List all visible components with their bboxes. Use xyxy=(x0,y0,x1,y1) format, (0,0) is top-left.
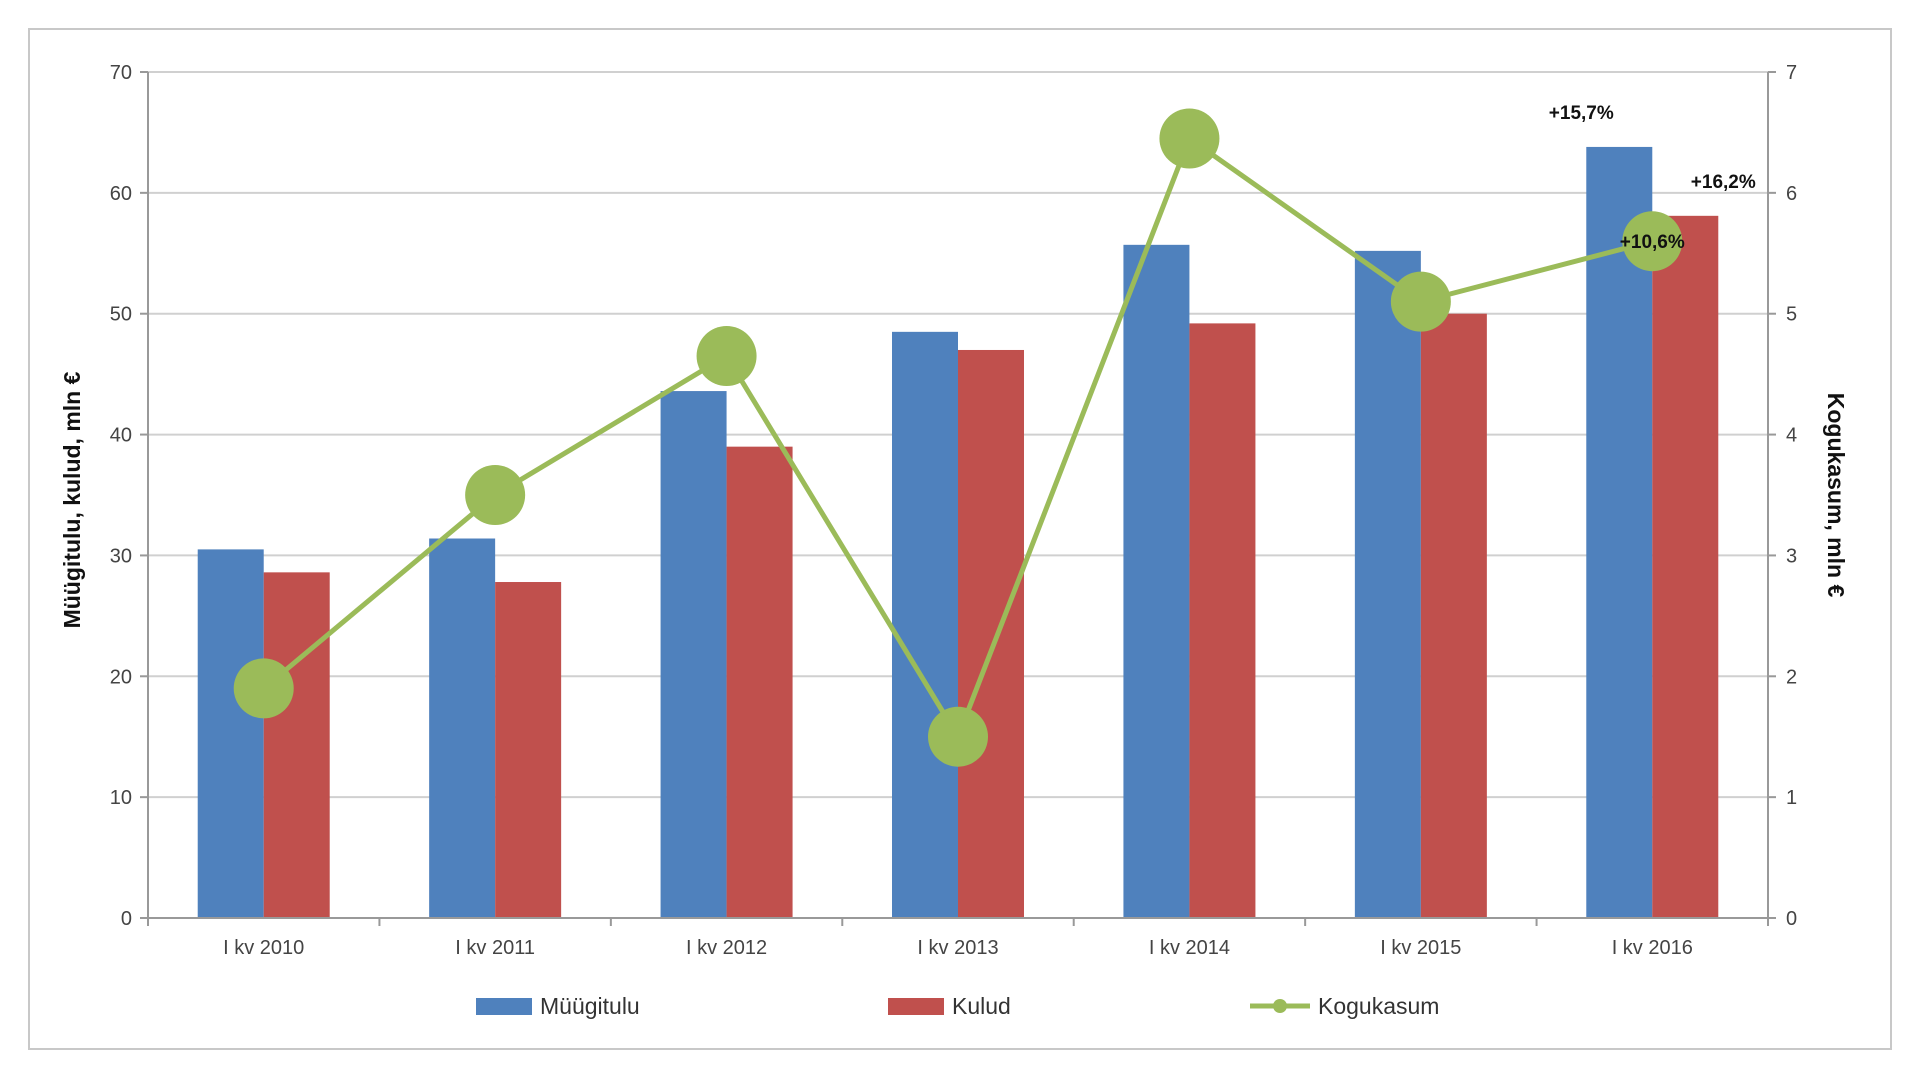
legend-swatch-muugitulu xyxy=(476,998,532,1015)
legend-label-kulud: Kulud xyxy=(952,993,1011,1019)
point-kogukasum-i-kv-2015 xyxy=(1390,271,1451,332)
annotation-kogukasum-i-kv-2016: +10,6% xyxy=(1620,232,1685,253)
bars xyxy=(197,146,1719,919)
y-tick-label-20: 20 xyxy=(110,666,132,688)
kogukasum-line xyxy=(233,108,1683,767)
bar-muugitulu-i-kv-2014 xyxy=(1123,244,1190,919)
bar-kulud-i-kv-2013 xyxy=(958,349,1024,918)
bar-kulud-i-kv-2010 xyxy=(263,572,330,918)
gridlines xyxy=(148,71,1768,799)
legend-swatch-kulud xyxy=(888,998,944,1015)
bar-kulud-i-kv-2012 xyxy=(726,446,793,918)
bar-muugitulu-i-kv-2013 xyxy=(892,331,958,918)
y2-tick-label-5: 5 xyxy=(1786,304,1797,326)
y-tick-label-10: 10 xyxy=(110,787,132,809)
x-tick-label-i-kv-2014: I kv 2014 xyxy=(1149,937,1230,959)
y-tick-label-60: 60 xyxy=(110,183,132,205)
legend-label-muugitulu: Müügitulu xyxy=(540,993,640,1019)
y2-tick-label-6: 6 xyxy=(1786,183,1797,205)
y-axis-title: Müügitulu, kulud, mln € xyxy=(59,371,85,628)
x-tick-label-i-kv-2010: I kv 2010 xyxy=(223,937,304,959)
legend-label-kogukasum: Kogukasum xyxy=(1318,993,1439,1019)
y-tick-label-0: 0 xyxy=(121,908,132,930)
x-tick-label-i-kv-2016: I kv 2016 xyxy=(1612,937,1693,959)
annotation-muugitulu-i-kv-2016: +15,7% xyxy=(1549,103,1614,124)
legend-marker-kogukasum xyxy=(1273,999,1287,1013)
bar-muugitulu-i-kv-2010 xyxy=(197,549,264,918)
y2-tick-label-4: 4 xyxy=(1786,425,1797,447)
bar-muugitulu-i-kv-2016 xyxy=(1586,146,1653,919)
y2-tick-label-0: 0 xyxy=(1786,908,1797,930)
annotation-kulud-i-kv-2016: +16,2% xyxy=(1691,172,1756,193)
bar-kulud-i-kv-2011 xyxy=(495,582,562,918)
point-kogukasum-i-kv-2016 xyxy=(1622,211,1683,272)
y-tick-label-70: 70 xyxy=(110,62,132,84)
bar-muugitulu-i-kv-2015 xyxy=(1354,250,1421,918)
legend: Müügitulu Kulud Kogukasum xyxy=(476,993,1439,1019)
bar-kulud-i-kv-2015 xyxy=(1420,313,1487,918)
x-tick-label-i-kv-2012: I kv 2012 xyxy=(686,937,767,959)
bar-kulud-i-kv-2016 xyxy=(1652,215,1719,918)
y2-tick-label-2: 2 xyxy=(1786,666,1797,688)
point-kogukasum-i-kv-2013 xyxy=(928,706,988,767)
point-kogukasum-i-kv-2014 xyxy=(1159,108,1220,169)
bar-kulud-i-kv-2014 xyxy=(1189,323,1256,919)
y2-tick-label-1: 1 xyxy=(1786,787,1797,809)
x-tick-label-i-kv-2013: I kv 2013 xyxy=(917,937,998,959)
bar-muugitulu-i-kv-2012 xyxy=(660,391,727,918)
y-tick-label-40: 40 xyxy=(110,425,132,447)
point-kogukasum-i-kv-2012 xyxy=(696,326,757,387)
annotations: +15,7% +16,2% +10,6% xyxy=(1549,103,1756,253)
y-tick-label-30: 30 xyxy=(110,545,132,567)
x-tick-label-i-kv-2011: I kv 2011 xyxy=(455,937,535,959)
bar-muugitulu-i-kv-2011 xyxy=(429,538,496,918)
axes: 0 10 20 30 40 50 60 70 0 1 2 3 4 5 6 7 I kv 2010 I kv 201… xyxy=(110,62,1797,959)
y2-tick-label-7: 7 xyxy=(1786,62,1797,84)
x-tick-label-i-kv-2015: I kv 2015 xyxy=(1380,937,1461,959)
point-kogukasum-i-kv-2010 xyxy=(233,658,294,719)
y2-tick-label-3: 3 xyxy=(1786,545,1797,567)
y-tick-label-50: 50 xyxy=(110,304,132,326)
y2-axis-title: Kogukasum, mln € xyxy=(1823,393,1849,598)
point-kogukasum-i-kv-2011 xyxy=(465,465,526,525)
